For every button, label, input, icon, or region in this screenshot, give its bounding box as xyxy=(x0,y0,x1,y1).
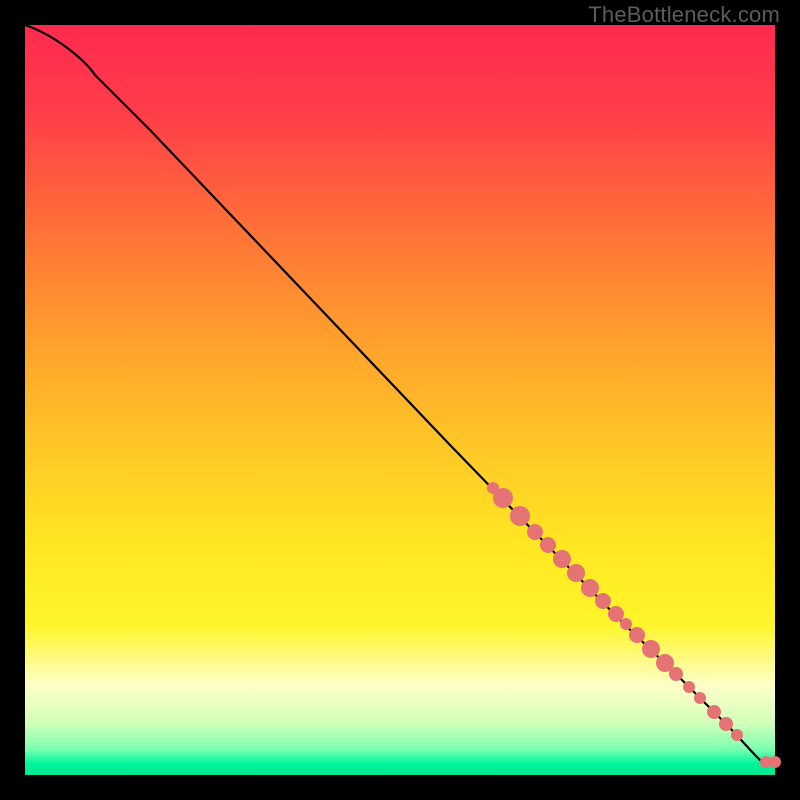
data-marker xyxy=(527,524,543,540)
data-marker xyxy=(595,593,611,609)
data-marker xyxy=(629,627,645,643)
data-marker xyxy=(510,506,530,526)
data-marker xyxy=(731,729,743,741)
data-marker xyxy=(608,606,624,622)
data-marker xyxy=(620,618,632,630)
data-marker xyxy=(683,681,695,693)
data-marker xyxy=(642,640,660,658)
data-marker xyxy=(719,717,733,731)
data-marker xyxy=(694,692,706,704)
data-marker xyxy=(769,756,781,768)
bottleneck-chart xyxy=(0,0,800,800)
watermark-text: TheBottleneck.com xyxy=(588,2,780,28)
data-marker xyxy=(669,667,683,681)
chart-stage: TheBottleneck.com xyxy=(0,0,800,800)
data-marker xyxy=(707,705,721,719)
data-marker xyxy=(553,550,571,568)
data-marker xyxy=(540,537,556,553)
data-marker xyxy=(567,564,585,582)
data-marker xyxy=(493,488,513,508)
data-marker xyxy=(581,579,599,597)
